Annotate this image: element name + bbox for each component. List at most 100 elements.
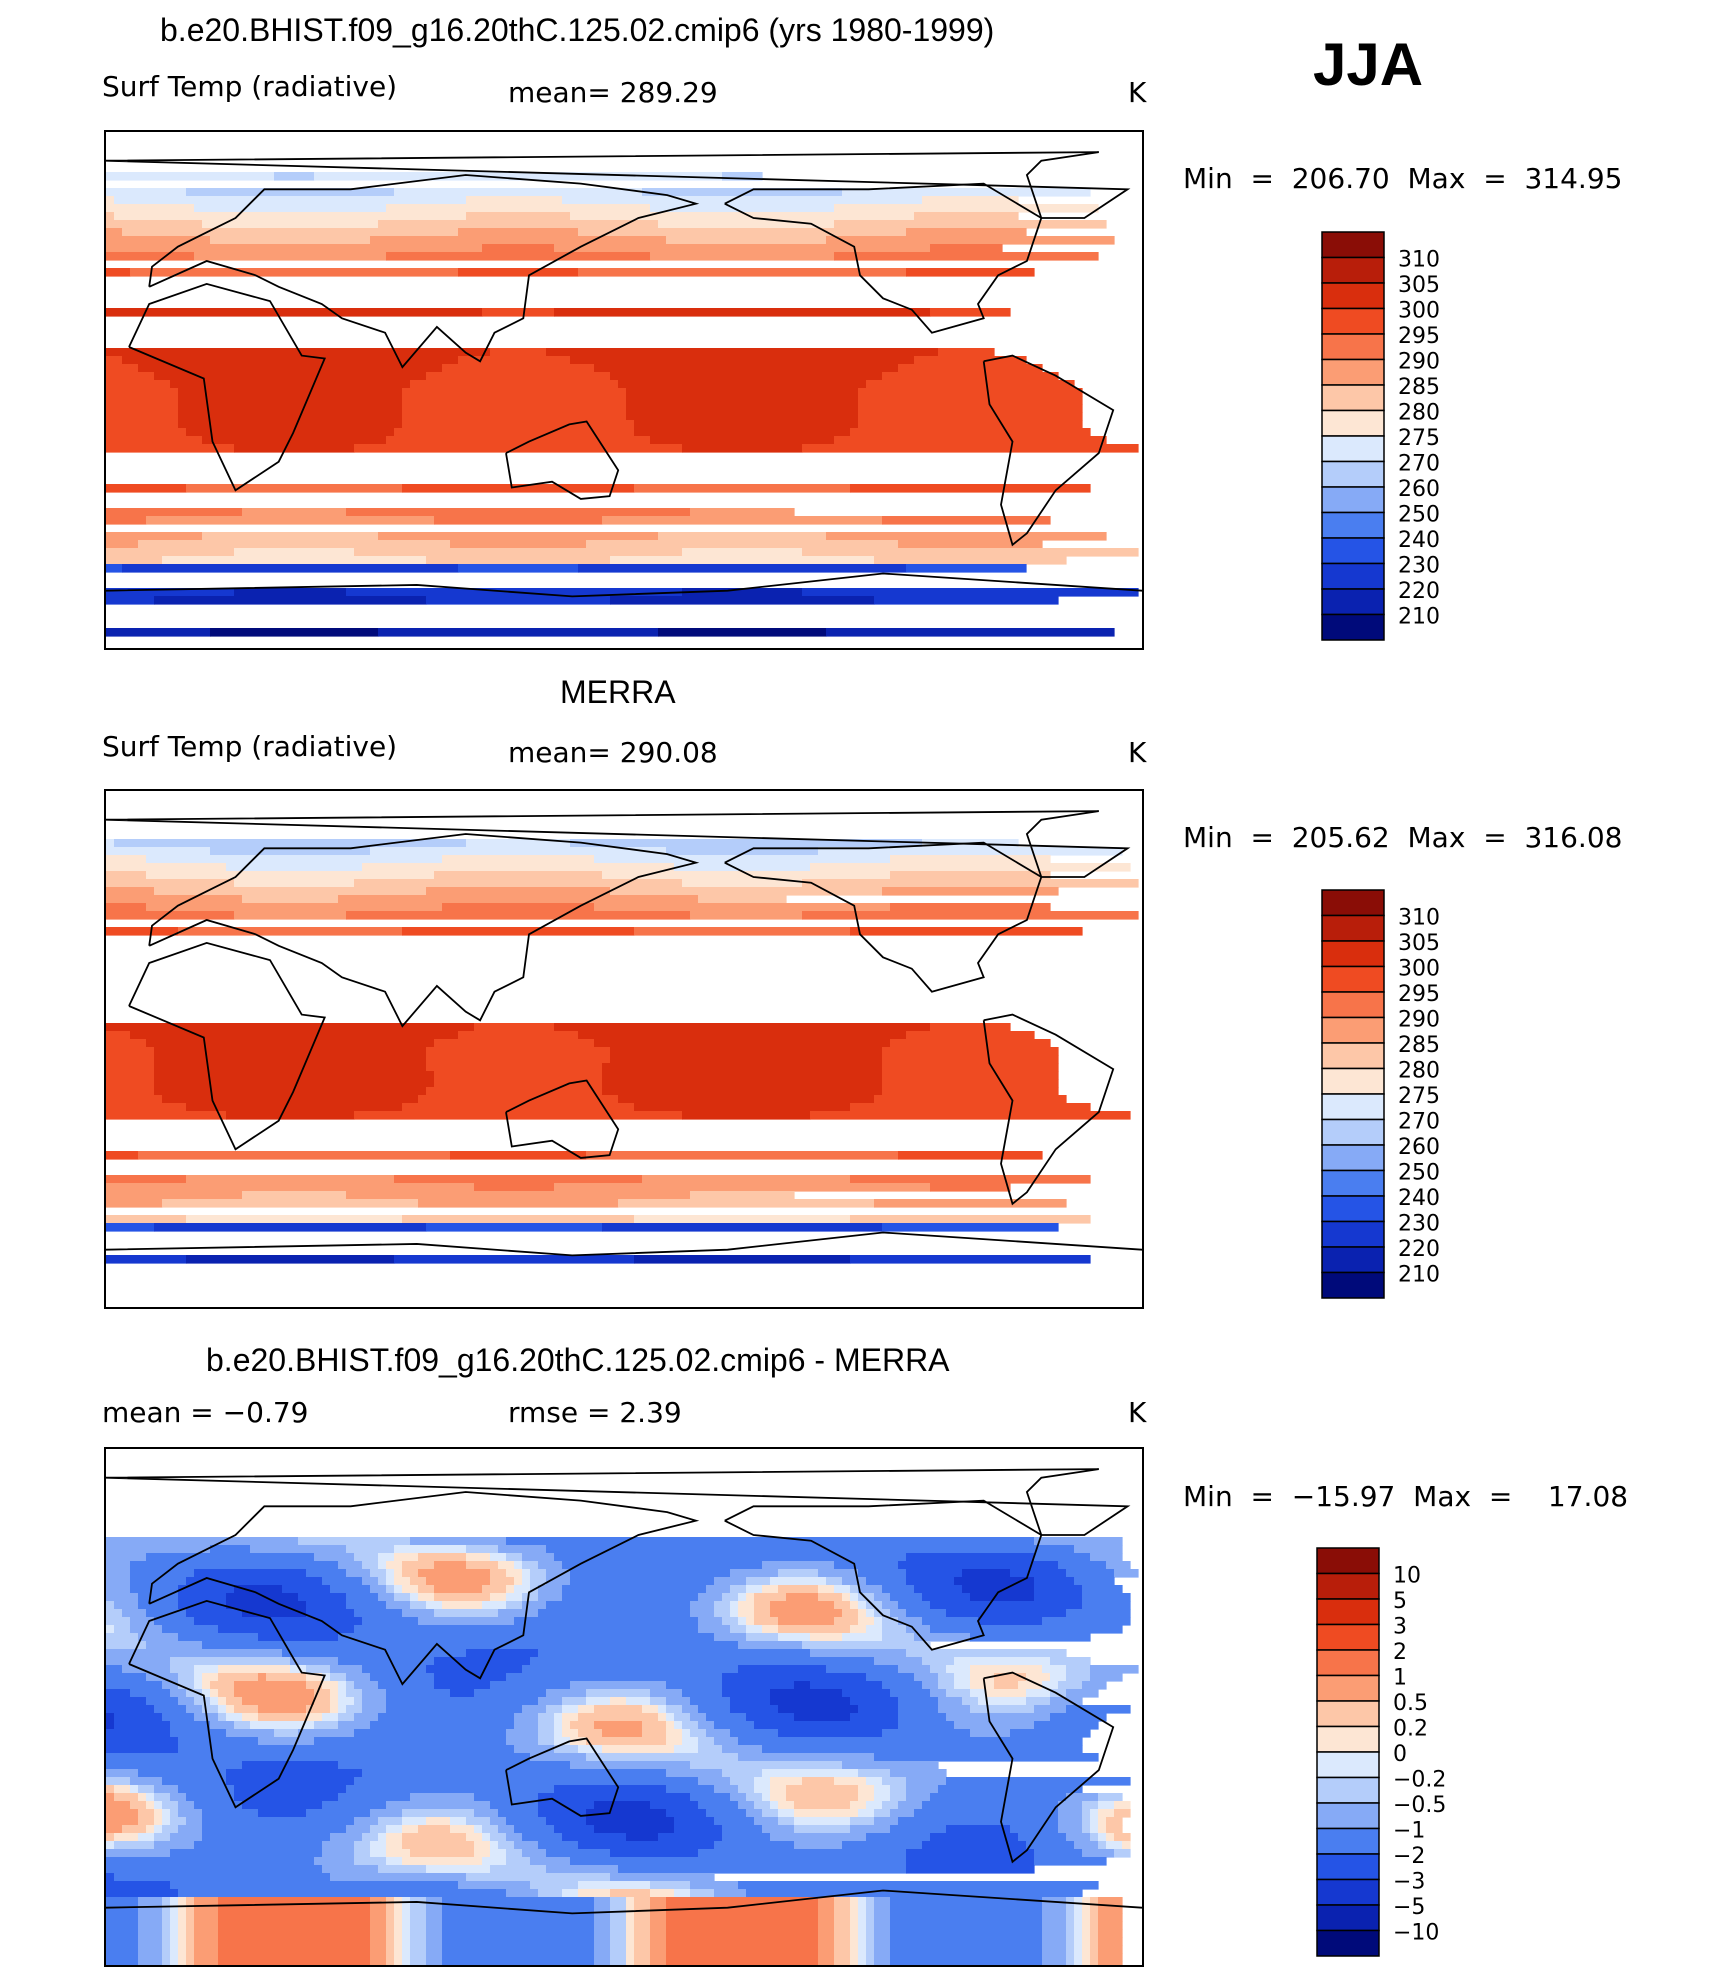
field-cell — [850, 1905, 859, 1914]
field-cell — [626, 1897, 635, 1906]
field-cell — [106, 516, 147, 525]
field-cell — [114, 1713, 163, 1722]
field-cell — [1114, 1849, 1131, 1858]
field-cell — [402, 388, 627, 397]
field-cell — [250, 1721, 315, 1730]
field-cell — [466, 1553, 491, 1562]
field-cell — [514, 1577, 523, 1586]
field-cell — [930, 1665, 947, 1674]
field-cell — [170, 1945, 179, 1954]
field-cell — [202, 220, 379, 229]
field-cell — [666, 236, 827, 245]
field-cell — [130, 1561, 339, 1570]
field-cell — [538, 1801, 595, 1810]
field-cell — [738, 1641, 803, 1650]
colorbar-tick-label: 305 — [1398, 931, 1440, 956]
panel-1-minmax: Min = 206.70 Max = 314.95 — [1183, 162, 1623, 195]
field-cell — [714, 1721, 755, 1730]
colorbar-swatch — [1321, 889, 1385, 917]
field-cell — [802, 548, 1139, 557]
field-cell — [754, 1601, 771, 1610]
field-cell — [138, 1921, 163, 1930]
field-cell — [186, 1937, 195, 1946]
coastline-antarctica — [106, 572, 1142, 598]
field-cell — [522, 1601, 547, 1610]
field-cell — [890, 1039, 1051, 1048]
field-cell — [634, 1897, 651, 1906]
field-cell — [762, 1809, 779, 1818]
field-cell — [890, 1945, 1043, 1954]
field-cell — [1098, 1953, 1123, 1962]
field-cell — [338, 1705, 347, 1714]
field-cell — [106, 1857, 315, 1866]
field-cell — [1058, 1825, 1083, 1834]
field-cell — [506, 1593, 523, 1602]
field-cell — [106, 1537, 299, 1546]
field-cell — [850, 1817, 875, 1826]
field-cell — [626, 1937, 635, 1946]
field-cell — [106, 1071, 155, 1080]
field-cell — [834, 1921, 851, 1930]
coastline — [148, 174, 700, 369]
field-cell — [506, 1673, 723, 1682]
field-cell — [458, 1031, 579, 1040]
field-cell — [434, 871, 603, 880]
colorbar-tick-label: 295 — [1398, 324, 1440, 349]
colorbar-tick-label: 250 — [1398, 503, 1440, 528]
field-cell — [106, 1023, 475, 1032]
field-cell — [402, 1103, 635, 1112]
field-cell — [562, 1833, 627, 1842]
field-cell — [874, 1905, 891, 1914]
field-cell — [378, 1713, 515, 1722]
field-cell — [730, 1601, 739, 1610]
field-cell — [706, 1713, 747, 1722]
field-cell — [906, 1785, 939, 1794]
field-cell — [162, 1937, 171, 1946]
field-cell — [634, 484, 851, 493]
field-cell — [722, 1769, 763, 1778]
field-cell — [386, 436, 651, 445]
field-cell — [106, 628, 211, 637]
field-cell — [266, 1673, 307, 1682]
field-cell — [154, 1063, 427, 1072]
field-cell — [666, 1953, 819, 1962]
field-cell — [378, 1681, 435, 1690]
field-cell — [1090, 1897, 1099, 1906]
field-cell — [778, 1705, 859, 1714]
coastline — [505, 1079, 620, 1159]
panel-2-minmax: Min = 205.62 Max = 316.08 — [1183, 821, 1623, 854]
field-cell — [874, 1937, 891, 1946]
field-cell — [490, 1681, 571, 1690]
field-cell — [634, 420, 859, 429]
field-cell — [594, 364, 899, 373]
field-cell — [194, 1665, 219, 1674]
field-cell — [386, 1585, 395, 1594]
field-cell — [178, 412, 403, 421]
field-cell — [234, 1785, 347, 1794]
field-cell — [450, 540, 587, 549]
field-cell — [410, 1905, 427, 1914]
colorbar-swatch — [1316, 1700, 1380, 1728]
field-cell — [146, 871, 435, 880]
field-cell — [938, 1697, 963, 1706]
field-cell — [234, 1681, 307, 1690]
field-cell — [730, 1793, 747, 1802]
field-cell — [738, 1801, 755, 1810]
field-cell — [882, 1071, 1059, 1080]
field-cell — [546, 1577, 571, 1586]
field-cell — [626, 412, 859, 421]
field-cell — [194, 1673, 203, 1682]
field-cell — [114, 1793, 139, 1802]
field-cell — [1066, 1673, 1091, 1682]
field-cell — [802, 444, 1139, 453]
field-cell — [170, 1793, 187, 1802]
colorbar-tick-label: 0.5 — [1393, 1691, 1428, 1716]
field-cell — [426, 1961, 443, 1965]
field-cell — [882, 1681, 923, 1690]
field-cell — [410, 1945, 427, 1954]
field-cell — [106, 1897, 139, 1906]
field-cell — [330, 1697, 339, 1706]
field-cell — [986, 1689, 1027, 1698]
field-cell — [458, 356, 571, 365]
field-cell — [386, 1705, 523, 1714]
